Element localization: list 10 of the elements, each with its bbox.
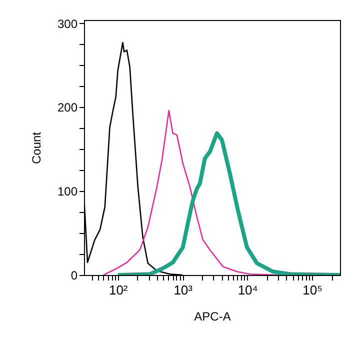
y-tick-label: 300 (57, 16, 78, 31)
x-tick-label: 10³ (174, 282, 194, 298)
x-tick-label: 10⁵ (302, 282, 323, 298)
x-tick-label: 10⁴ (238, 282, 258, 298)
y-tick-label: 200 (57, 100, 78, 115)
y-axis-title: Count (29, 131, 44, 164)
y-tick-label: 0 (70, 268, 78, 282)
y-tick-label: 100 (57, 184, 78, 199)
x-axis-title: APC-A (194, 310, 231, 324)
x-tick-label: 10² (108, 282, 128, 298)
